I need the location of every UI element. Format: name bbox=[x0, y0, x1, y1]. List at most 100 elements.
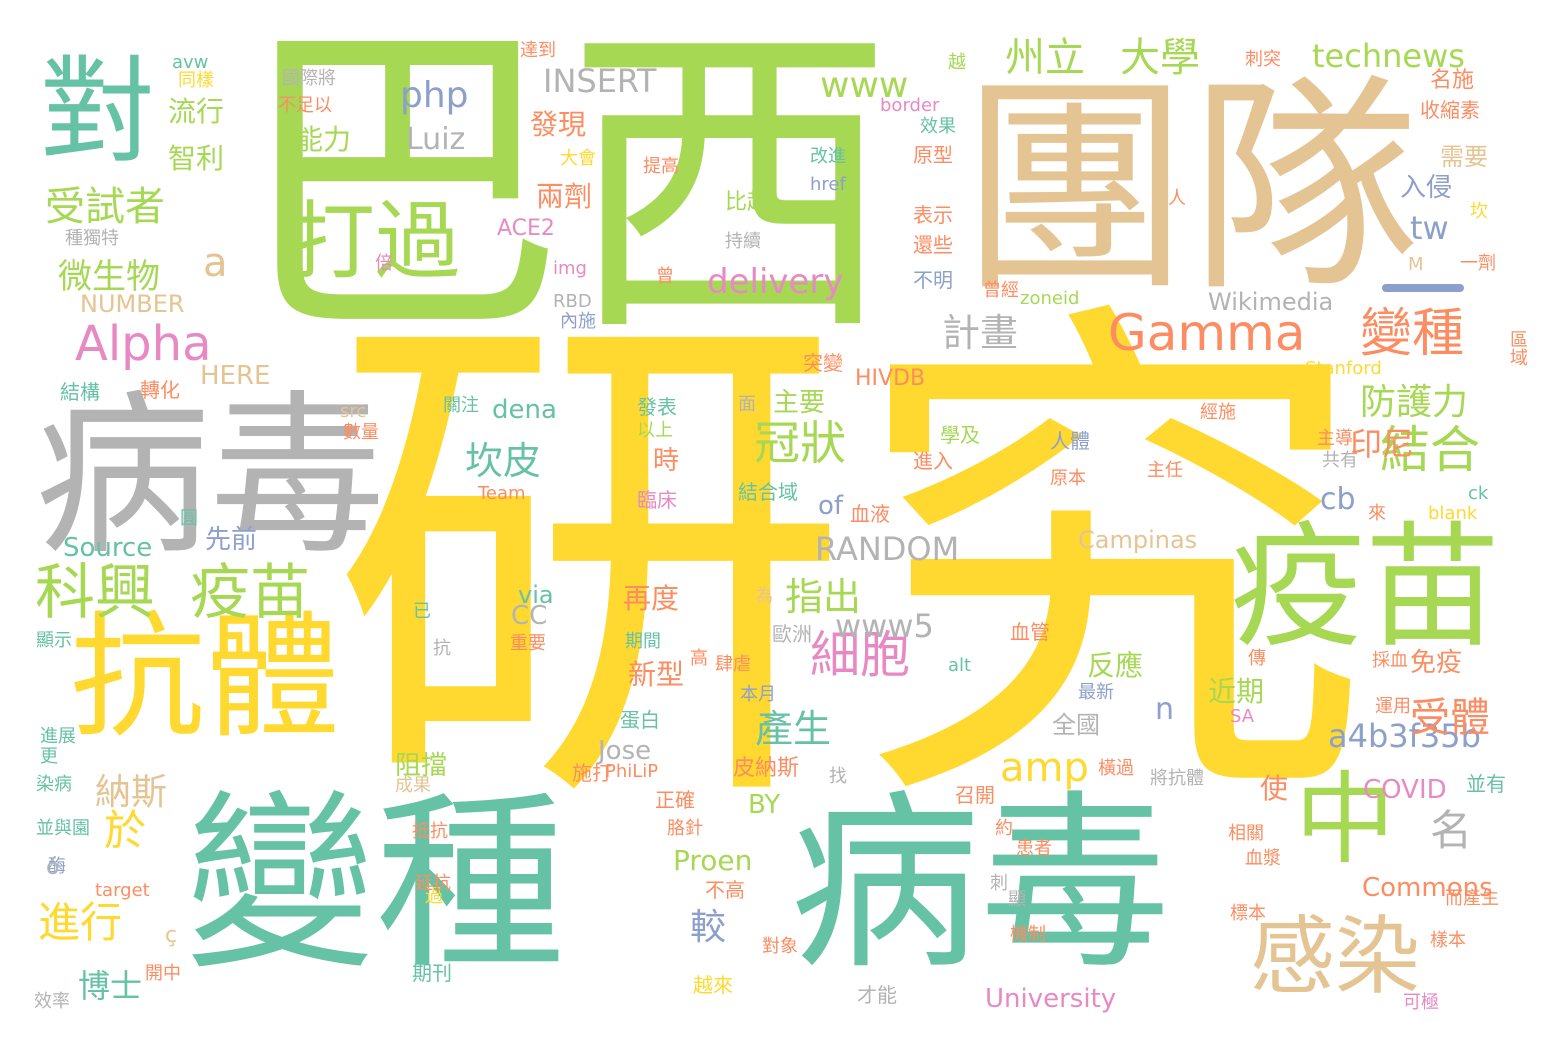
cloud-word: 再度 bbox=[623, 582, 680, 615]
cloud-word: 原本 bbox=[1050, 468, 1086, 489]
cloud-word: 納斯 bbox=[95, 772, 168, 813]
cloud-word: University bbox=[985, 984, 1117, 1014]
cloud-word: 疫苗 bbox=[190, 558, 310, 628]
cloud-word: 全國 bbox=[1052, 711, 1100, 739]
cloud-word: 將抗體 bbox=[1150, 768, 1204, 789]
cloud-word: 新型 bbox=[628, 658, 685, 691]
cloud-word: 進入 bbox=[913, 449, 953, 473]
cloud-word: 能力 bbox=[295, 123, 352, 156]
cloud-word: 正確 bbox=[655, 788, 695, 812]
cloud-word: 對象 bbox=[762, 936, 798, 957]
cloud-word: 研究 bbox=[330, 262, 1370, 868]
cloud-word: 胳針 bbox=[667, 818, 703, 839]
cloud-word: a bbox=[203, 240, 228, 286]
cloud-word: cb bbox=[1320, 482, 1356, 517]
cloud-word: M bbox=[1408, 254, 1424, 275]
cloud-word: 酶 bbox=[48, 856, 66, 877]
cloud-word: 時 bbox=[653, 446, 680, 476]
cloud-word: 皮納斯 bbox=[733, 756, 800, 781]
cloud-word: 國際將 bbox=[282, 68, 336, 89]
cloud-word: 收縮素 bbox=[1420, 98, 1480, 122]
cloud-word: target bbox=[95, 880, 150, 901]
cloud-word: Campinas bbox=[1078, 526, 1198, 554]
cloud-word: 於 bbox=[104, 806, 147, 855]
cloud-word: NUMBER bbox=[80, 290, 185, 318]
cloud-word: 病毒 bbox=[790, 774, 1171, 995]
cloud-word: 標本 bbox=[1230, 903, 1266, 924]
cloud-word: 過 bbox=[425, 886, 443, 907]
cloud-word: 圓 bbox=[180, 508, 198, 529]
cloud-word: 坎 bbox=[1470, 201, 1488, 222]
cloud-word: 科興 bbox=[35, 558, 155, 628]
cloud-word: 顯示 bbox=[36, 630, 72, 651]
cloud-word: 阻擋 bbox=[395, 751, 448, 781]
cloud-word: 轉化 bbox=[140, 378, 180, 402]
cloud-word: 提高 bbox=[643, 156, 679, 177]
cloud-word: 種獨特 bbox=[65, 228, 119, 249]
cloud-word: 期間 bbox=[625, 631, 661, 652]
cloud-word: 智利 bbox=[168, 142, 225, 175]
cloud-word: 期刊 bbox=[412, 961, 452, 985]
cloud-word: 抵抗 bbox=[412, 821, 448, 842]
cloud-word: 主要 bbox=[773, 388, 826, 418]
cloud-word: 使 bbox=[1260, 772, 1289, 805]
cloud-word: of bbox=[818, 491, 844, 521]
cloud-word: 以上 bbox=[637, 420, 673, 441]
cloud-word: Wikimedia bbox=[1208, 288, 1334, 316]
cloud-word: 運用 bbox=[1375, 696, 1411, 717]
cloud-word: 主導 bbox=[1317, 428, 1353, 449]
cloud-word: 表示 bbox=[913, 203, 953, 227]
cloud-word: 計畫 bbox=[942, 311, 1019, 355]
cloud-word: 肆虐 bbox=[715, 654, 751, 675]
cloud-word: 相關 bbox=[1228, 823, 1264, 844]
cloud-word: 高 bbox=[690, 648, 708, 669]
cloud-word: 博士 bbox=[78, 967, 143, 1005]
cloud-word: 越來 bbox=[693, 973, 733, 997]
cloud-word: 達到 bbox=[520, 40, 556, 61]
cloud-word: 才能 bbox=[857, 983, 897, 1007]
cloud-word: avw bbox=[172, 52, 209, 73]
cloud-word: 採血 bbox=[1372, 650, 1408, 671]
cloud-word: 抗 bbox=[433, 638, 451, 659]
cloud-word: 延抗 bbox=[415, 873, 451, 894]
cloud-word: 更 bbox=[40, 746, 58, 767]
cloud-word: 血漿 bbox=[1245, 848, 1281, 869]
cloud-word: COVID bbox=[1363, 775, 1447, 805]
cloud-word: href bbox=[810, 174, 846, 195]
cloud-word: 印尼 bbox=[1350, 425, 1415, 463]
cloud-word: 曾經 bbox=[983, 280, 1019, 301]
cloud-word: INSERT bbox=[543, 62, 657, 100]
cloud-word: 效果 bbox=[920, 116, 956, 137]
cloud-word: 已 bbox=[413, 601, 431, 622]
cloud-word: Alpha bbox=[75, 316, 212, 372]
cloud-word: border bbox=[880, 95, 940, 116]
cloud-word: 血管 bbox=[1010, 620, 1050, 644]
cloud-word: 不足以 bbox=[278, 95, 332, 116]
cloud-word: 開中 bbox=[145, 963, 181, 984]
cloud-word: 流行 bbox=[168, 95, 225, 128]
cloud-word: via bbox=[518, 581, 554, 609]
cloud-word: 區域 bbox=[1507, 330, 1528, 366]
cloud-word: ç bbox=[165, 923, 178, 948]
cloud-word: 重要 bbox=[510, 633, 546, 654]
cloud-word: 反應 bbox=[1087, 649, 1144, 682]
cloud-word: 細胞 bbox=[810, 626, 910, 684]
cloud-word: 原型 bbox=[913, 143, 953, 167]
cloud-word: HIVDB bbox=[855, 366, 926, 391]
cloud-word: 人 bbox=[1168, 188, 1186, 209]
cloud-word: 名施 bbox=[1430, 68, 1475, 93]
cloud-word: CC bbox=[511, 601, 548, 631]
cloud-word: 臨床 bbox=[637, 488, 677, 512]
cloud-word: 名 bbox=[1430, 806, 1473, 855]
cloud-word: 結合 bbox=[1380, 421, 1480, 479]
cloud-word: 並有 bbox=[1466, 772, 1506, 796]
cloud-word: 內施 bbox=[560, 311, 596, 332]
cloud-word: 團隊 bbox=[960, 56, 1421, 323]
cloud-word: Commons bbox=[1362, 873, 1493, 903]
cloud-word: ó bbox=[46, 855, 60, 880]
cloud-word: 進行 bbox=[38, 898, 123, 947]
cloud-word: 數量 bbox=[343, 422, 379, 443]
cloud-word: 結構 bbox=[60, 380, 100, 404]
cloud-word: 血液 bbox=[850, 502, 890, 526]
